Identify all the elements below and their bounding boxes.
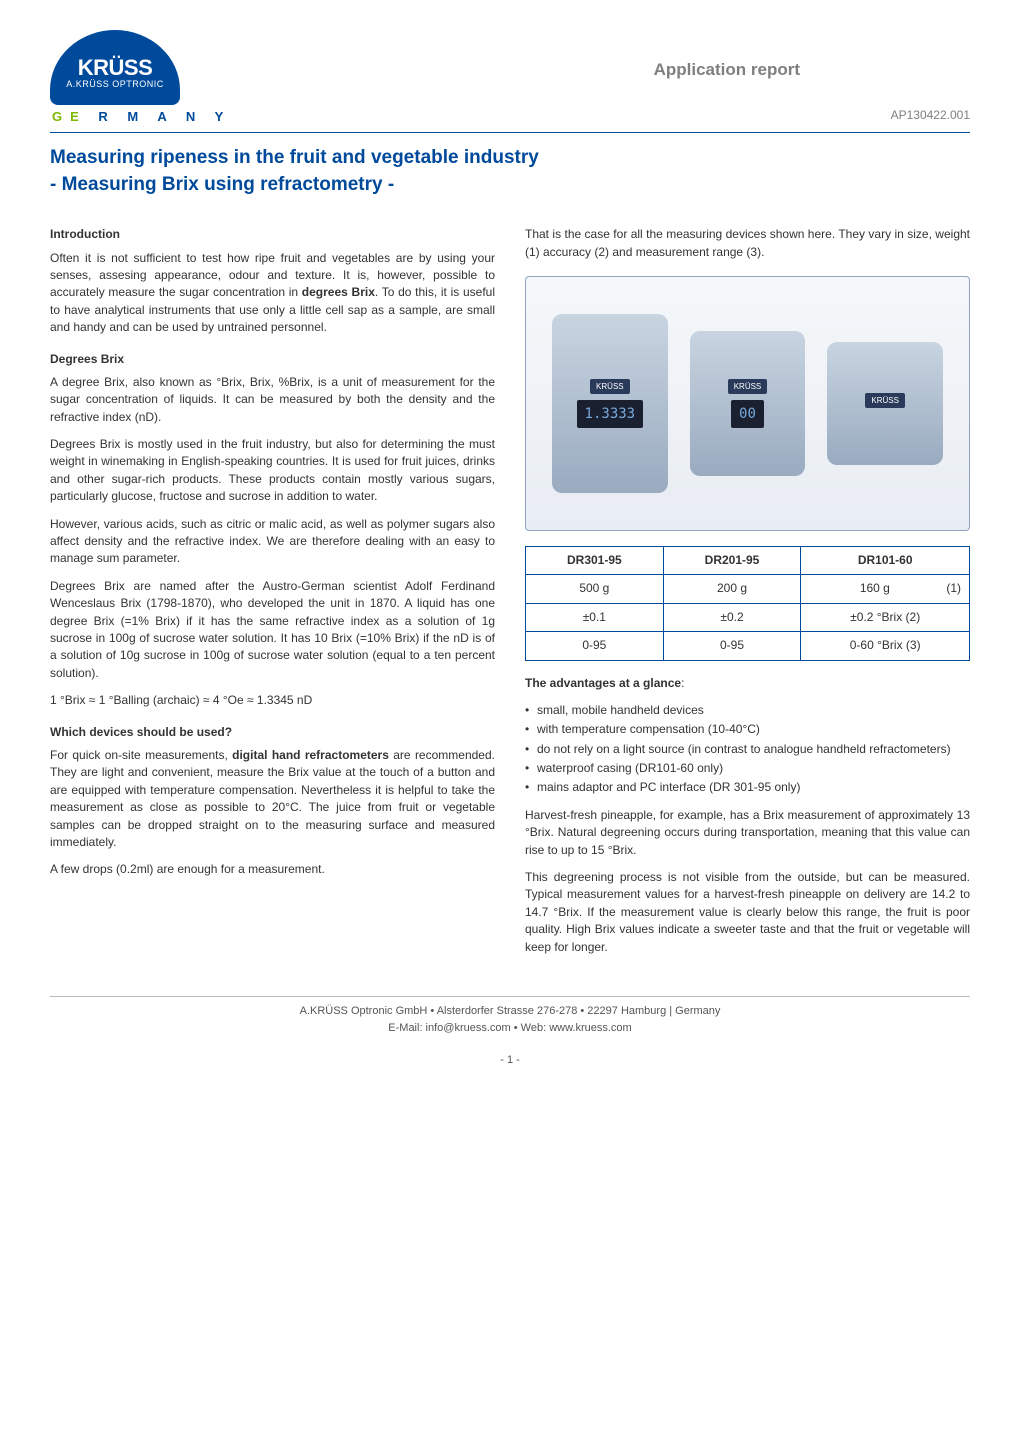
- advantages-list: small, mobile handheld devices with temp…: [525, 702, 970, 797]
- list-item: mains adaptor and PC interface (DR 301-9…: [525, 779, 970, 796]
- left-column: Introduction Often it is not sufficient …: [50, 226, 495, 966]
- table-cell: ±0.1: [526, 603, 664, 631]
- logo-brand-text: KRÜSS: [78, 55, 153, 81]
- degrees-formula: 1 °Brix ≈ 1 °Balling (archaic) ≈ 4 °Oe ≈…: [50, 692, 495, 709]
- degrees-p1: A degree Brix, also known as °Brix, Brix…: [50, 374, 495, 426]
- main-title: Measuring ripeness in the fruit and vege…: [50, 145, 970, 198]
- degrees-p3: However, various acids, such as citric o…: [50, 516, 495, 568]
- content-columns: Introduction Often it is not sufficient …: [50, 226, 970, 966]
- logo-country-text: GE R M A N Y: [52, 109, 231, 124]
- right-top-paragraph: That is the case for all the measuring d…: [525, 226, 970, 261]
- degrees-heading: Degrees Brix: [50, 351, 495, 368]
- spec-table: DR301-95 DR201-95 DR101-60 500 g 200 g 1…: [525, 546, 970, 661]
- list-item: waterproof casing (DR101-60 only): [525, 760, 970, 777]
- application-report-page: KRÜSS A.KRÜSS OPTRONIC GE R M A N Y Appl…: [0, 0, 1020, 1086]
- list-item: with temperature compensation (10-40°C): [525, 721, 970, 738]
- intro-paragraph: Often it is not sufficient to test how r…: [50, 250, 495, 337]
- which-heading: Which devices should be used?: [50, 724, 495, 741]
- which-p1: For quick on-site measurements, digital …: [50, 747, 495, 851]
- footer-address: A.KRÜSS Optronic GmbH • Alsterdorfer Str…: [50, 1003, 970, 1020]
- which-p2: A few drops (0.2ml) are enough for a mea…: [50, 861, 495, 878]
- table-cell: 200 g: [663, 575, 801, 603]
- table-row: ±0.1 ±0.2 ±0.2 °Brix (2): [526, 603, 970, 631]
- list-item: small, mobile handheld devices: [525, 702, 970, 719]
- device-brand-label: KRÜSS: [728, 379, 768, 395]
- logo-company-text: A.KRÜSS OPTRONIC: [66, 79, 164, 89]
- table-cell: ±0.2 °Brix (2): [801, 603, 970, 631]
- degrees-p2: Degrees Brix is mostly used in the fruit…: [50, 436, 495, 506]
- degrees-p4: Degrees Brix are named after the Austro-…: [50, 578, 495, 682]
- footer-contact: E-Mail: info@kruess.com • Web: www.krues…: [50, 1020, 970, 1037]
- table-cell: 500 g: [526, 575, 664, 603]
- right-column: That is the case for all the measuring d…: [525, 226, 970, 966]
- table-header: DR301-95: [526, 546, 664, 574]
- table-header: DR201-95: [663, 546, 801, 574]
- device-dr101: KRÜSS: [827, 342, 943, 465]
- company-logo: KRÜSS A.KRÜSS OPTRONIC GE R M A N Y: [50, 30, 231, 124]
- table-header-row: DR301-95 DR201-95 DR101-60: [526, 546, 970, 574]
- page-footer: A.KRÜSS Optronic GmbH • Alsterdorfer Str…: [50, 996, 970, 1036]
- table-cell: 0-60 °Brix (3): [801, 632, 970, 660]
- table-row: 0-95 0-95 0-60 °Brix (3): [526, 632, 970, 660]
- logo-shield: KRÜSS A.KRÜSS OPTRONIC: [50, 30, 180, 105]
- harvest-p1: Harvest-fresh pineapple, for example, ha…: [525, 807, 970, 859]
- document-id: AP130422.001: [891, 108, 970, 122]
- harvest-p2: This degreening process is not visible f…: [525, 869, 970, 956]
- header-divider: [50, 132, 970, 133]
- header-title: Application report: [654, 60, 800, 80]
- intro-heading: Introduction: [50, 226, 495, 243]
- table-cell: ±0.2: [663, 603, 801, 631]
- device-screen-reading: 00: [731, 400, 764, 428]
- devices-image: KRÜSS 1.3333 KRÜSS 00 KRÜSS: [525, 276, 970, 531]
- table-header: DR101-60: [801, 546, 970, 574]
- title-line-2: - Measuring Brix using refractometry -: [50, 174, 394, 195]
- page-number: - 1 -: [50, 1054, 970, 1066]
- device-dr201: KRÜSS 00: [690, 331, 806, 476]
- table-cell: 0-95: [526, 632, 664, 660]
- advantages-heading: The advantages at a glance:: [525, 675, 970, 692]
- table-cell: 160 g(1): [801, 575, 970, 603]
- table-row: 500 g 200 g 160 g(1): [526, 575, 970, 603]
- table-cell: 0-95: [663, 632, 801, 660]
- page-header: KRÜSS A.KRÜSS OPTRONIC GE R M A N Y Appl…: [50, 30, 970, 124]
- device-brand-label: KRÜSS: [590, 379, 630, 395]
- device-brand-label: KRÜSS: [865, 393, 905, 409]
- device-screen-reading: 1.3333: [577, 400, 644, 428]
- device-dr301: KRÜSS 1.3333: [552, 314, 668, 492]
- list-item: do not rely on a light source (in contra…: [525, 741, 970, 758]
- title-line-1: Measuring ripeness in the fruit and vege…: [50, 147, 539, 168]
